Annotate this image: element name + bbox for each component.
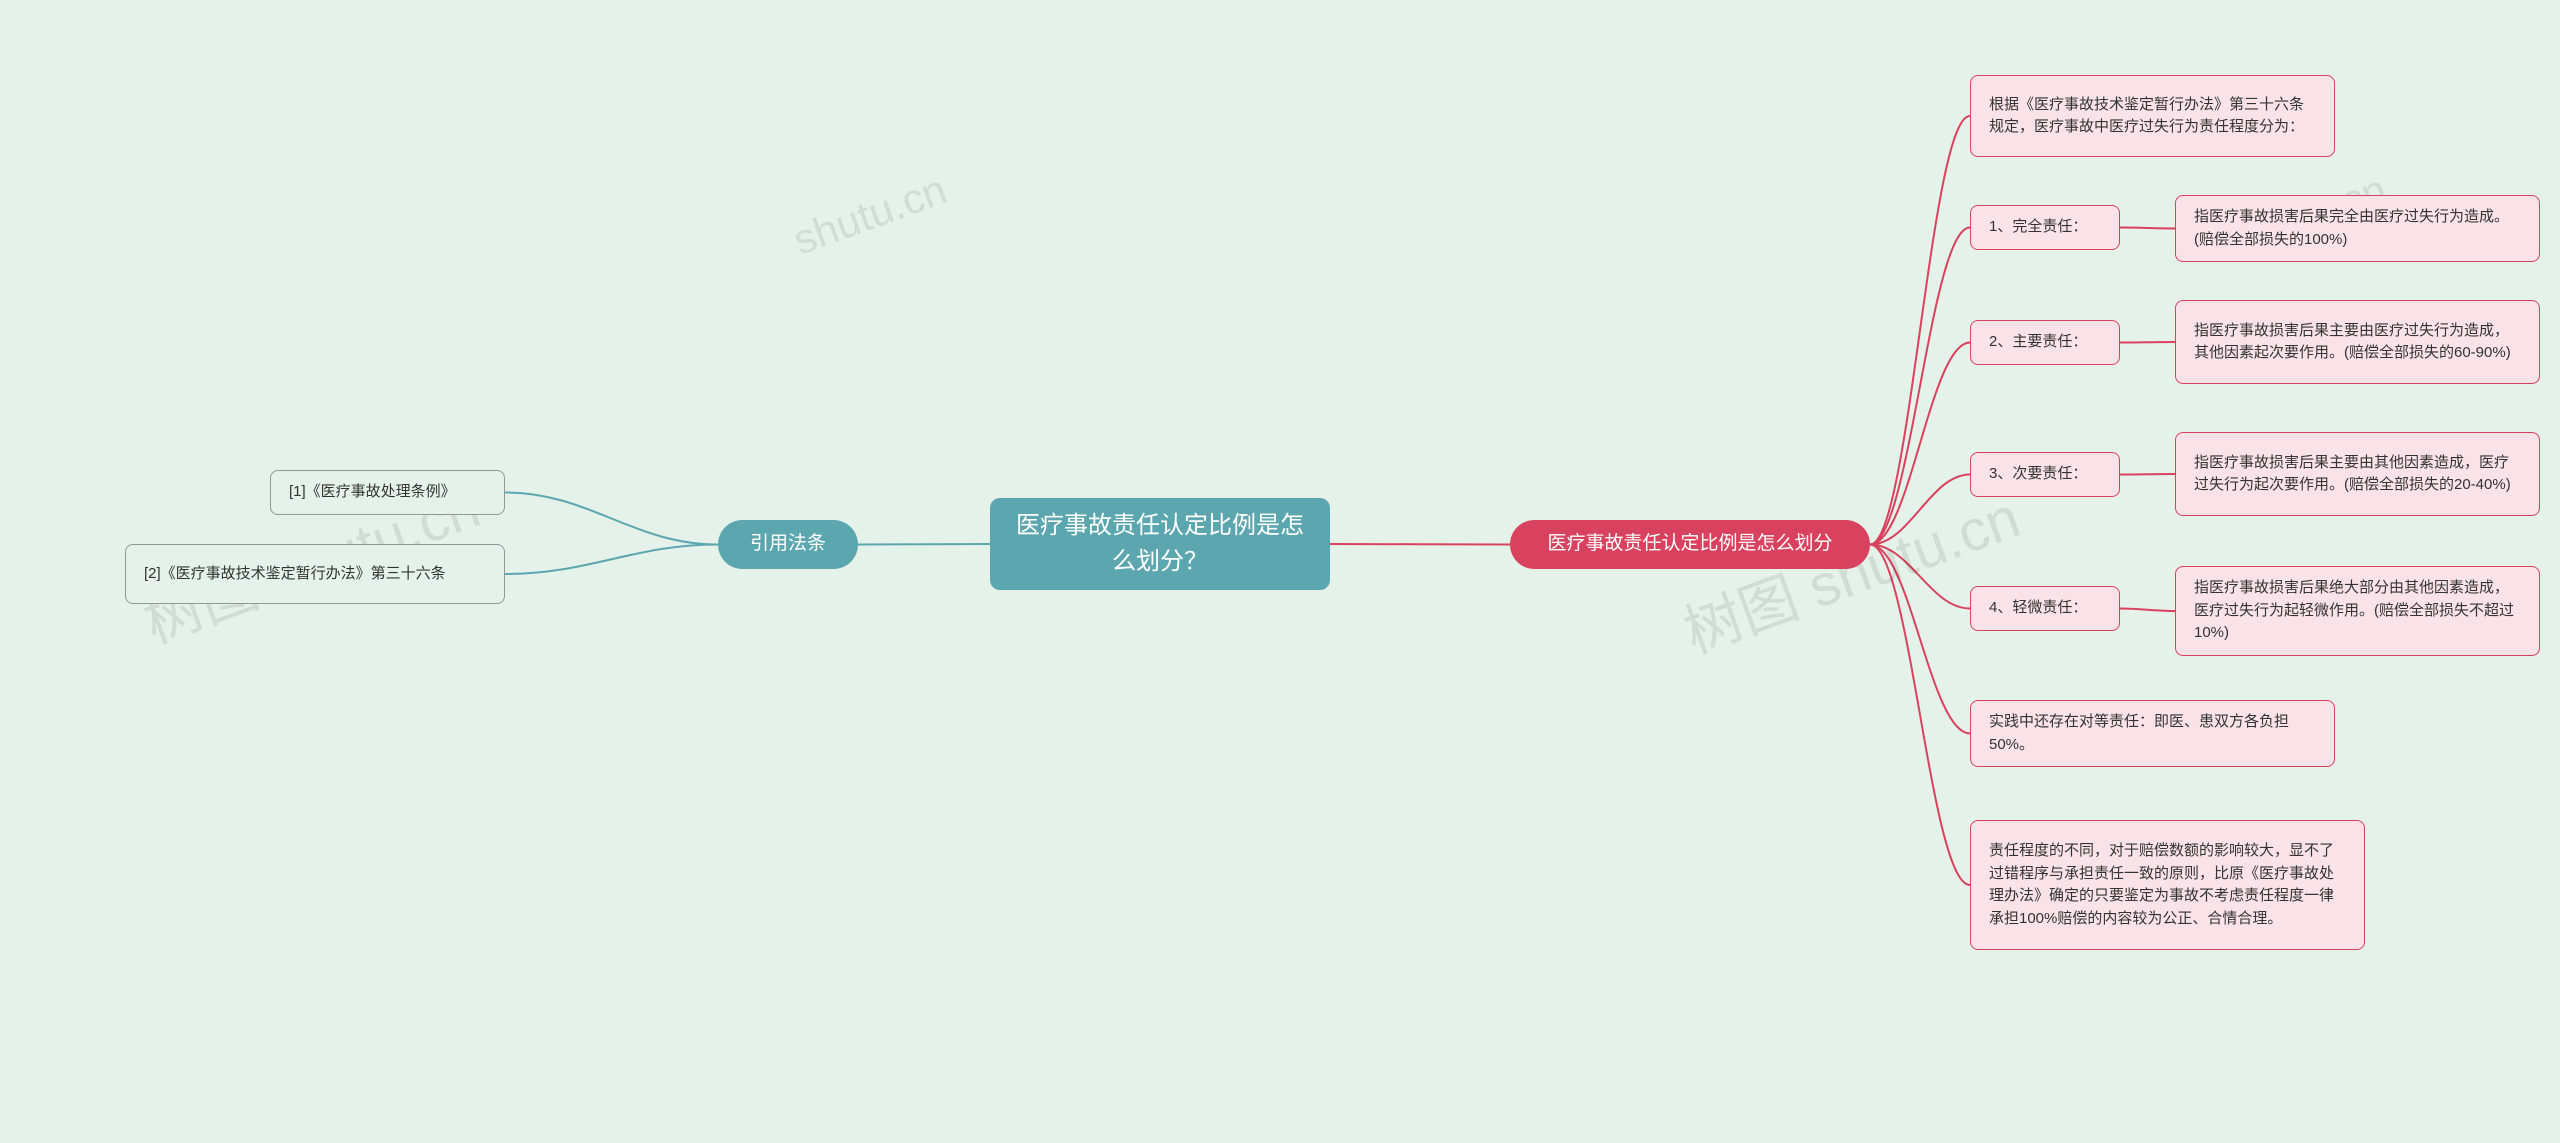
node-left1-label: 引用法条: [750, 530, 826, 559]
edge-right1-r_item6: [1870, 545, 1970, 886]
node-r_item2_desc[interactable]: 指医疗事故损害后果主要由医疗过失行为造成，其他因素起次要作用。(赔偿全部损失的6…: [2175, 300, 2540, 384]
edge-right1-r_item2: [1870, 343, 1970, 545]
watermark: shutu.cn: [787, 165, 953, 264]
node-r_item3[interactable]: 3、次要责任：: [1970, 452, 2120, 497]
node-r_item4_desc-label: 指医疗事故损害后果绝大部分由其他因素造成，医疗过失行为起轻微作用。(赔偿全部损失…: [2194, 577, 2521, 645]
node-r_item1-label: 1、完全责任：: [1989, 216, 2087, 239]
edge-r_item1-r_item1_desc: [2120, 228, 2175, 229]
node-left1a[interactable]: [1]《医疗事故处理条例》: [270, 470, 505, 515]
node-r_item2_desc-label: 指医疗事故损害后果主要由医疗过失行为造成，其他因素起次要作用。(赔偿全部损失的6…: [2194, 320, 2521, 365]
edge-left1-left1a: [505, 493, 718, 545]
node-left1[interactable]: 引用法条: [718, 520, 858, 569]
mindmap-canvas: 树图 shutu.cn树图 shutu.cnshutu.cnshutu.cn医疗…: [0, 0, 2560, 1143]
node-right1[interactable]: 医疗事故责任认定比例是怎么划分: [1510, 520, 1870, 569]
node-r_item4-label: 4、轻微责任：: [1989, 597, 2087, 620]
node-r_item3_desc[interactable]: 指医疗事故损害后果主要由其他因素造成，医疗过失行为起次要作用。(赔偿全部损失的2…: [2175, 432, 2540, 516]
node-root-label: 医疗事故责任认定比例是怎么划分？: [1008, 508, 1312, 580]
node-r_intro-label: 根据《医疗事故技术鉴定暂行办法》第三十六条规定，医疗事故中医疗过失行为责任程度分…: [1989, 94, 2316, 139]
node-r_item4_desc[interactable]: 指医疗事故损害后果绝大部分由其他因素造成，医疗过失行为起轻微作用。(赔偿全部损失…: [2175, 566, 2540, 656]
edge-r_item2-r_item2_desc: [2120, 342, 2175, 343]
edge-root-left1: [858, 544, 990, 545]
edge-right1-r_item5: [1870, 545, 1970, 734]
edge-root-right1: [1330, 544, 1510, 545]
node-r_item1_desc-label: 指医疗事故损害后果完全由医疗过失行为造成。(赔偿全部损失的100%): [2194, 206, 2521, 251]
edge-r_item4-r_item4_desc: [2120, 609, 2175, 612]
edge-right1-r_intro: [1870, 116, 1970, 545]
node-left1b[interactable]: [2]《医疗事故技术鉴定暂行办法》第三十六条: [125, 544, 505, 604]
node-r_item3-label: 3、次要责任：: [1989, 463, 2087, 486]
node-left1b-label: [2]《医疗事故技术鉴定暂行办法》第三十六条: [144, 563, 446, 586]
node-right1-label: 医疗事故责任认定比例是怎么划分: [1547, 530, 1832, 559]
node-r_item5[interactable]: 实践中还存在对等责任：即医、患双方各负担50%。: [1970, 700, 2335, 767]
node-r_item1_desc[interactable]: 指医疗事故损害后果完全由医疗过失行为造成。(赔偿全部损失的100%): [2175, 195, 2540, 262]
node-r_item4[interactable]: 4、轻微责任：: [1970, 586, 2120, 631]
edge-r_item3-r_item3_desc: [2120, 474, 2175, 475]
node-r_item6-label: 责任程度的不同，对于赔偿数额的影响较大，显不了过错程序与承担责任一致的原则，比原…: [1989, 840, 2346, 930]
edge-left1-left1b: [505, 545, 718, 575]
node-left1a-label: [1]《医疗事故处理条例》: [289, 481, 456, 504]
edge-right1-r_item1: [1870, 228, 1970, 545]
watermark: 树图 shutu.cn: [1671, 470, 2030, 669]
node-r_item1[interactable]: 1、完全责任：: [1970, 205, 2120, 250]
node-r_item2-label: 2、主要责任：: [1989, 331, 2087, 354]
edge-right1-r_item4: [1870, 545, 1970, 609]
node-root[interactable]: 医疗事故责任认定比例是怎么划分？: [990, 498, 1330, 590]
node-r_item2[interactable]: 2、主要责任：: [1970, 320, 2120, 365]
node-r_item3_desc-label: 指医疗事故损害后果主要由其他因素造成，医疗过失行为起次要作用。(赔偿全部损失的2…: [2194, 452, 2521, 497]
node-r_item6[interactable]: 责任程度的不同，对于赔偿数额的影响较大，显不了过错程序与承担责任一致的原则，比原…: [1970, 820, 2365, 950]
edge-right1-r_item3: [1870, 475, 1970, 545]
node-r_intro[interactable]: 根据《医疗事故技术鉴定暂行办法》第三十六条规定，医疗事故中医疗过失行为责任程度分…: [1970, 75, 2335, 157]
node-r_item5-label: 实践中还存在对等责任：即医、患双方各负担50%。: [1989, 711, 2316, 756]
